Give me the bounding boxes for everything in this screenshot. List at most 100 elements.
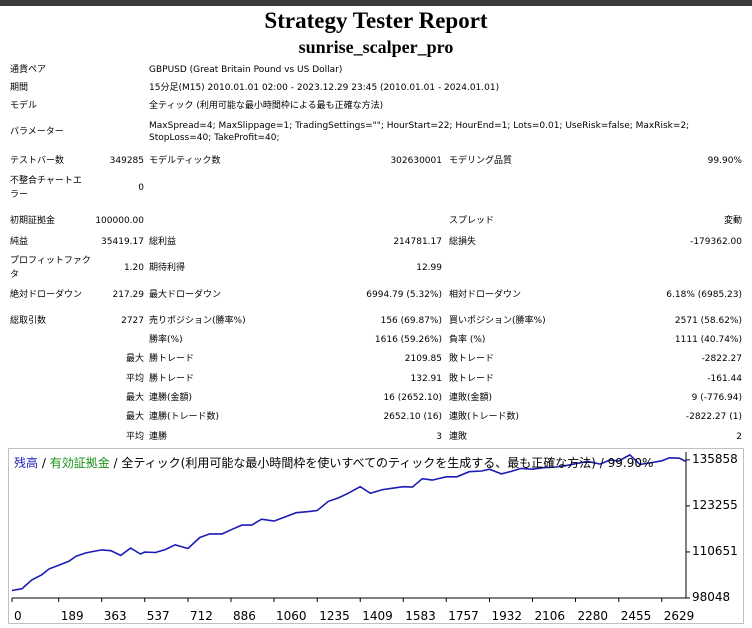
period-value: 15分足(M15) 2010.01.01 02:00 - 2023.12.29 … — [149, 83, 500, 93]
gross-profit-value: 214781.17 — [393, 237, 442, 247]
y-tick-marks — [686, 459, 690, 599]
max-drawdown-value: 6994.79 (5.32%) — [366, 290, 442, 300]
largest-win-value: 2109.85 — [404, 354, 442, 364]
params-line-1: MaxSpread=4; MaxSlippage=1; TradingSetti… — [149, 121, 690, 131]
average-consec-label: 平均 — [125, 432, 144, 442]
abs-drawdown-label: 絶対ドローダウン — [10, 290, 83, 300]
ticks-value: 302630001 — [390, 156, 442, 166]
bars-label: テストバー数 — [10, 156, 65, 166]
symbol-label: 通貨ペア — [10, 65, 47, 75]
profit-factor-label-2: タ — [10, 270, 20, 280]
max-consec-wins-label: 連勝(金額) — [149, 393, 193, 403]
x-tick-label: 2106 — [534, 609, 566, 623]
x-tick-label: 2280 — [577, 609, 609, 623]
short-positions-value: 156 (69.87%) — [380, 316, 442, 326]
symbol-value: GBPUSD (Great Britain Pound vs US Dollar… — [149, 65, 343, 75]
balance-chart — [8, 448, 744, 624]
chart-border — [8, 448, 744, 624]
balance-chart-svg — [8, 448, 744, 624]
gross-loss-value: -179362.00 — [690, 237, 742, 247]
largest-win-label: 勝トレード — [149, 354, 195, 364]
model-label: モデル — [10, 101, 38, 111]
profit-factor-value: 1.20 — [123, 263, 144, 273]
mismatch-value: 0 — [138, 183, 144, 193]
y-tick-label: 123255 — [692, 497, 738, 512]
legend-balance: 残高 — [14, 456, 39, 470]
y-tick-label: 110651 — [692, 543, 738, 558]
max-consec-losses-value: 9 (-776.94) — [691, 393, 742, 403]
legend-margin: 有効証拠金 — [49, 456, 110, 470]
report-title: Strategy Tester Report — [264, 8, 488, 33]
long-positions-value: 2571 (58.62%) — [674, 316, 742, 326]
x-tick-label: 2455 — [620, 609, 652, 623]
long-positions-label: 買いポジション(勝率%) — [449, 316, 546, 326]
x-tick-label: 2629 — [663, 609, 695, 623]
rel-drawdown-label: 相対ドローダウン — [449, 290, 522, 300]
total-trades-value: 2727 — [121, 316, 144, 326]
avg-loss-value: -161.44 — [707, 374, 742, 384]
avg-consec-losses-label: 連敗 — [449, 432, 468, 442]
avg-consec-losses-value: 2 — [736, 432, 742, 442]
avg-consec-wins-label: 連勝 — [149, 432, 168, 442]
legend-sep-1: / — [38, 456, 50, 470]
expected-payoff-label: 期待利得 — [149, 263, 186, 273]
avg-win-label: 勝トレード — [149, 374, 195, 384]
x-tick-label: 363 — [103, 609, 127, 623]
max-consec-wins-value: 16 (2652.10) — [383, 393, 442, 403]
avg-win-value: 132.91 — [410, 374, 443, 384]
net-profit-label: 純益 — [10, 237, 29, 247]
x-tick-label: 1932 — [491, 609, 523, 623]
x-tick-label: 0 — [14, 609, 22, 623]
max-consec-loss-label: 連敗(トレード数) — [449, 412, 520, 422]
chart-legend: 残高 / 有効証拠金 / 全ティック(利用可能な最小時間枠を使いすべてのティック… — [14, 454, 653, 471]
profit-factor-label-1: プロフィットファク — [10, 256, 91, 266]
x-tick-label: 1757 — [448, 609, 479, 623]
short-positions-label: 売りポジション(勝率%) — [149, 316, 246, 326]
deposit-label: 初期証拠金 — [10, 216, 56, 226]
x-tick-marks — [11, 598, 663, 602]
win-rate-label: 勝率(%) — [149, 335, 183, 345]
expert-name: sunrise_scalper_pro — [298, 37, 454, 57]
gross-loss-label: 総損失 — [449, 237, 477, 247]
params-line-2: StopLoss=40; TakeProfit=40; — [149, 133, 280, 143]
quality-value: 99.90% — [707, 156, 742, 166]
params-label: パラメーター — [10, 127, 64, 137]
y-tick-label: 135858 — [692, 451, 738, 466]
legend-sep-2: / — [109, 456, 122, 470]
quality-label: モデリング品質 — [449, 156, 513, 166]
x-tick-label: 712 — [189, 609, 213, 623]
loss-rate-label: 負率 (%) — [449, 335, 486, 345]
abs-drawdown-value: 217.29 — [112, 290, 145, 300]
net-profit-value: 35419.17 — [101, 237, 144, 247]
x-tick-label: 886 — [232, 609, 256, 623]
max-consec-profit-value: 2652.10 (16) — [383, 412, 442, 422]
largest-loss-value: -2822.27 — [701, 354, 742, 364]
ticks-label: モデルティック数 — [149, 156, 221, 166]
y-tick-label: 98048 — [692, 590, 731, 604]
model-value: 全ティック (利用可能な最小時間枠による最も正確な方法) — [149, 101, 384, 111]
x-tick-label: 1409 — [362, 609, 393, 623]
max-consec-label-2: 最大 — [125, 412, 144, 422]
max-consec-profit-label: 連勝(トレード数) — [149, 412, 220, 422]
x-tick-label: 537 — [146, 609, 170, 623]
legend-description: 全ティック(利用可能な最小時間枠を使いすべてのティックを生成する、最も正確な方法… — [121, 456, 654, 470]
x-tick-label: 1060 — [275, 609, 307, 623]
avg-consec-wins-value: 3 — [436, 432, 442, 442]
max-consec-label: 最大 — [125, 393, 144, 403]
mismatch-label-2: ラー — [10, 190, 29, 200]
bars-value: 349285 — [109, 156, 144, 166]
x-tick-label: 189 — [60, 609, 84, 623]
spread-label: スプレッド — [449, 216, 495, 226]
x-tick-label: 1583 — [405, 609, 436, 623]
max-drawdown-label: 最大ドローダウン — [149, 290, 222, 300]
rel-drawdown-value: 6.18% (6985.23) — [666, 290, 742, 300]
loss-rate-value: 1111 (40.74%) — [674, 335, 742, 345]
deposit-value: 100000.00 — [95, 216, 144, 226]
avg-loss-label: 敗トレード — [449, 374, 495, 384]
top-border — [0, 0, 752, 6]
average-label: 平均 — [125, 374, 144, 384]
max-consec-loss-value: -2822.27 (1) — [685, 412, 742, 422]
spread-value: 変動 — [723, 216, 742, 226]
period-label: 期間 — [10, 83, 29, 93]
largest-label: 最大 — [125, 354, 144, 364]
